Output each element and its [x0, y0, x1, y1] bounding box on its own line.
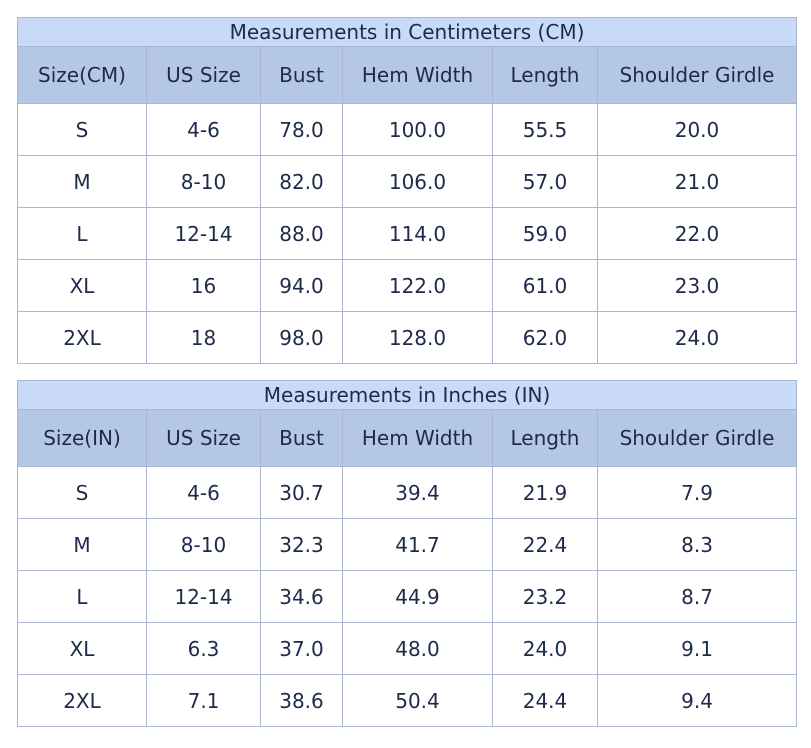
column-header: Size(IN) — [17, 409, 147, 467]
column-header: US Size — [146, 409, 261, 467]
data-row: XL 16 94.0 122.0 61.0 23.0 — [17, 259, 797, 312]
table-cell: 78.0 — [260, 103, 343, 156]
table-cell: 82.0 — [260, 155, 343, 208]
table-cell: 8-10 — [146, 518, 261, 571]
data-row: L 12-14 34.6 44.9 23.2 8.7 — [17, 570, 798, 623]
table-cell: 62.0 — [492, 311, 598, 364]
data-row: S 4-6 30.7 39.4 21.9 7.9 — [17, 466, 798, 519]
table-cell: XL — [17, 622, 147, 675]
table-cell: 16 — [146, 259, 261, 312]
table-cell: L — [17, 207, 147, 260]
size-table: Measurements in Inches (IN) Size(IN) US Si… — [16, 380, 798, 727]
table-cell: 22.4 — [492, 518, 598, 571]
table-cell: 34.6 — [260, 570, 343, 623]
table-cell: M — [17, 518, 147, 571]
table-cell: 2XL — [17, 311, 147, 364]
column-header: Length — [492, 46, 598, 104]
column-header: Size(CM) — [17, 46, 147, 104]
table-cell: XL — [17, 259, 147, 312]
table-cell: 61.0 — [492, 259, 598, 312]
table-cell: 55.5 — [492, 103, 598, 156]
table-cell: 6.3 — [146, 622, 261, 675]
table-cell: 8-10 — [146, 155, 261, 208]
column-header: Bust — [260, 46, 343, 104]
table-cell: 21.9 — [492, 466, 598, 519]
table-cell: 122.0 — [342, 259, 493, 312]
table-cell: 12-14 — [146, 207, 261, 260]
size-table: Measurements in Centimeters (CM) Size(CM)… — [17, 17, 797, 364]
table-cell: 7.1 — [146, 674, 261, 727]
table-cell: 18 — [146, 311, 261, 364]
data-row: 2XL 18 98.0 128.0 62.0 24.0 — [17, 311, 797, 364]
table-title: Measurements in Centimeters (CM) — [17, 17, 797, 47]
column-header: Length — [492, 409, 598, 467]
table-cell: 9.1 — [596, 622, 798, 675]
table-cell: 9.4 — [596, 674, 798, 727]
table-cell: 20.0 — [597, 103, 797, 156]
table-cell: 114.0 — [342, 207, 493, 260]
column-header: US Size — [146, 46, 261, 104]
table-cell: 23.2 — [492, 570, 598, 623]
table-cell: 2XL — [17, 674, 147, 727]
table-cell: 59.0 — [492, 207, 598, 260]
column-header: Hem Width — [342, 409, 493, 467]
table-cell: 41.7 — [342, 518, 493, 571]
table-cell: 24.4 — [492, 674, 598, 727]
header-row: Size(IN) US Size Bust Hem Width Length Should… — [17, 409, 798, 467]
table-cell: 48.0 — [342, 622, 493, 675]
data-row: M 8-10 32.3 41.7 22.4 8.3 — [17, 518, 798, 571]
data-row: XL 6.3 37.0 48.0 24.0 9.1 — [17, 622, 798, 675]
table-cell: S — [17, 103, 147, 156]
table-cell: 88.0 — [260, 207, 343, 260]
table-cell: 8.7 — [596, 570, 798, 623]
column-header: Bust — [260, 409, 343, 467]
table-cell: 22.0 — [597, 207, 797, 260]
data-row: S 4-6 78.0 100.0 55.5 20.0 — [17, 103, 797, 156]
table-cell: 50.4 — [342, 674, 493, 727]
table-title: Measurements in Inches (IN) — [16, 380, 798, 410]
table-cell: L — [17, 570, 147, 623]
title-row: Measurements in Inches (IN) — [16, 380, 798, 410]
table-cell: 30.7 — [260, 466, 343, 519]
table-cell: S — [17, 466, 147, 519]
table-cell: 32.3 — [260, 518, 343, 571]
table-cell: 39.4 — [342, 466, 493, 519]
table-cell: 94.0 — [260, 259, 343, 312]
table-cell: 37.0 — [260, 622, 343, 675]
table-cell: 21.0 — [597, 155, 797, 208]
table-cell: 4-6 — [146, 466, 261, 519]
table-cell: 23.0 — [597, 259, 797, 312]
column-header: Shoulder Girdle — [597, 46, 797, 104]
data-row: 2XL 7.1 38.6 50.4 24.4 9.4 — [17, 674, 798, 727]
table-cell: 44.9 — [342, 570, 493, 623]
data-row: L 12-14 88.0 114.0 59.0 22.0 — [17, 207, 797, 260]
column-header: Shoulder Girdle — [596, 409, 798, 467]
table-cell: 24.0 — [492, 622, 598, 675]
table-cell: M — [17, 155, 147, 208]
title-row: Measurements in Centimeters (CM) — [17, 17, 797, 47]
table-cell: 100.0 — [342, 103, 493, 156]
data-row: M 8-10 82.0 106.0 57.0 21.0 — [17, 155, 797, 208]
table-cell: 128.0 — [342, 311, 493, 364]
table-cell: 24.0 — [597, 311, 797, 364]
table-cell: 4-6 — [146, 103, 261, 156]
column-header: Hem Width — [342, 46, 493, 104]
table-cell: 98.0 — [260, 311, 343, 364]
table-cell: 7.9 — [596, 466, 798, 519]
header-row: Size(CM) US Size Bust Hem Width Length Should… — [17, 46, 797, 104]
table-cell: 57.0 — [492, 155, 598, 208]
table-cell: 12-14 — [146, 570, 261, 623]
table-cell: 38.6 — [260, 674, 343, 727]
table-cell: 8.3 — [596, 518, 798, 571]
table-cell: 106.0 — [342, 155, 493, 208]
